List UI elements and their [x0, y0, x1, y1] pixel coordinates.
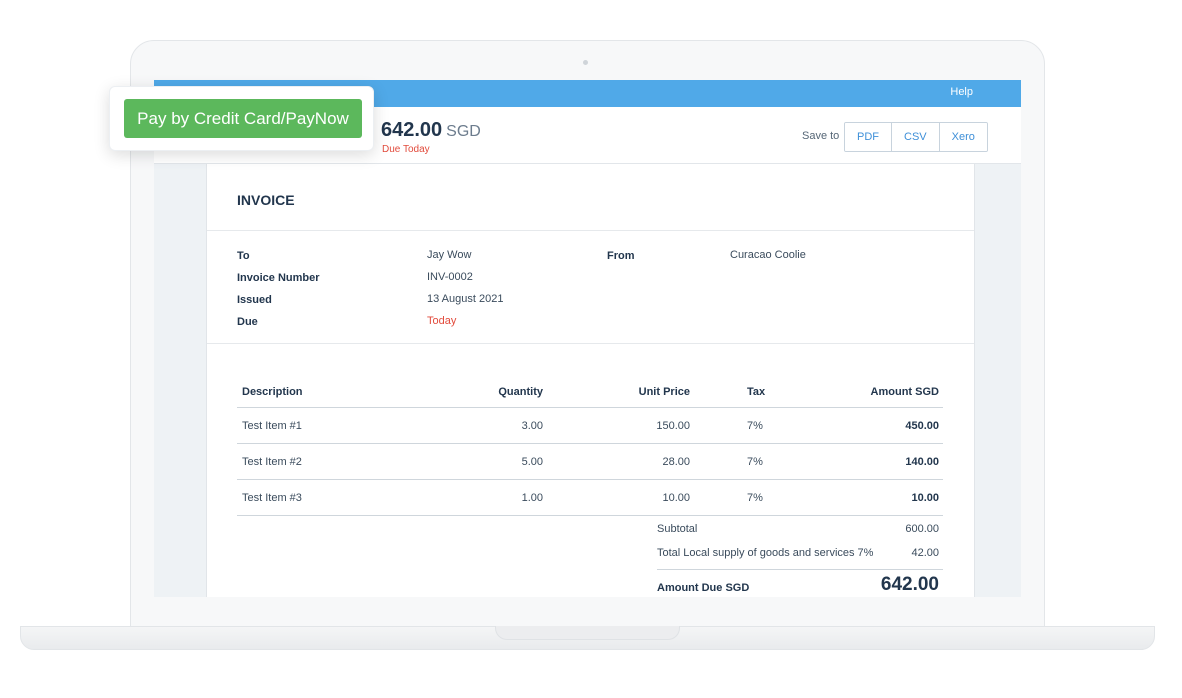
column-header-tax: Tax	[747, 386, 766, 398]
from-value: Curacao Coolie	[730, 249, 806, 261]
tax-total-label: Total Local supply of goods and services…	[657, 547, 874, 559]
item-quantity: 1.00	[521, 492, 543, 504]
item-quantity: 5.00	[521, 456, 543, 468]
totals-section: Subtotal 600.00 Total Local supply of go…	[657, 519, 943, 597]
subtotal-label: Subtotal	[657, 523, 698, 535]
column-header-amount: Amount SGD	[870, 386, 939, 398]
item-description: Test Item #2	[242, 456, 302, 468]
item-amount: 450.00	[905, 420, 939, 432]
item-unit-price: 10.00	[662, 492, 690, 504]
table-row: Test Item #2 5.00 28.00 7% 140.00	[237, 444, 943, 480]
due-label: Due	[237, 316, 258, 328]
subtotal-row: Subtotal 600.00	[657, 519, 943, 543]
item-quantity: 3.00	[521, 420, 543, 432]
save-csv-button[interactable]: CSV	[892, 123, 940, 151]
tax-total-row: Total Local supply of goods and services…	[657, 543, 943, 567]
invoice-number-label: Invoice Number	[237, 272, 320, 284]
header-amount: 642.00 SGD	[381, 119, 481, 142]
invoice-paper: INVOICE To Jay Wow Invoice Number INV-00…	[206, 164, 975, 597]
totals-divider	[657, 569, 943, 570]
tax-total-value: 42.00	[911, 547, 939, 559]
amount-due-row: Amount Due SGD 642.00	[657, 570, 943, 597]
item-unit-price: 150.00	[656, 420, 690, 432]
column-header-quantity: Quantity	[498, 386, 543, 398]
save-to-group: PDF CSV Xero	[844, 122, 988, 152]
item-tax: 7%	[747, 492, 763, 504]
item-unit-price: 28.00	[662, 456, 690, 468]
header-currency: SGD	[446, 123, 481, 140]
invoice-number-value: INV-0002	[427, 271, 473, 283]
to-label: To	[237, 250, 250, 262]
table-row: Test Item #3 1.00 10.00 7% 10.00	[237, 480, 943, 516]
issued-value: 13 August 2021	[427, 293, 504, 305]
laptop-notch	[495, 626, 680, 640]
item-amount: 10.00	[911, 492, 939, 504]
table-header-row: Description Quantity Unit Price Tax Amou…	[237, 386, 943, 408]
save-xero-button[interactable]: Xero	[939, 123, 987, 151]
column-header-unit-price: Unit Price	[638, 386, 690, 398]
from-label: From	[607, 250, 635, 262]
divider	[207, 343, 974, 344]
item-tax: 7%	[747, 420, 763, 432]
invoice-title: INVOICE	[237, 192, 295, 208]
item-description: Test Item #3	[242, 492, 302, 504]
amount-due-value: 642.00	[880, 574, 939, 595]
due-status: Due Today	[382, 144, 430, 155]
screen: Help 642.00 SGD Due Today Save to PDF CSV…	[154, 80, 1021, 597]
item-amount: 140.00	[905, 456, 939, 468]
item-tax: 7%	[747, 456, 763, 468]
divider	[207, 230, 974, 231]
to-value: Jay Wow	[427, 249, 472, 261]
table-row: Test Item #1 3.00 150.00 7% 450.00	[237, 408, 943, 444]
save-pdf-button[interactable]: PDF	[845, 123, 892, 151]
due-value: Today	[427, 315, 457, 327]
help-link[interactable]: Help	[950, 86, 973, 98]
subtotal-value: 600.00	[905, 523, 939, 535]
amount-due-label: Amount Due SGD	[657, 582, 750, 594]
header-amount-value: 642.00	[381, 119, 443, 141]
camera-icon	[583, 60, 588, 65]
pay-by-card-button[interactable]: Pay by Credit Card/PayNow	[124, 99, 362, 138]
column-header-description: Description	[242, 386, 303, 398]
pay-card: Pay by Credit Card/PayNow	[109, 86, 374, 151]
item-description: Test Item #1	[242, 420, 302, 432]
issued-label: Issued	[237, 294, 272, 306]
save-to-label: Save to	[802, 130, 840, 142]
line-items-table: Description Quantity Unit Price Tax Amou…	[237, 386, 943, 516]
